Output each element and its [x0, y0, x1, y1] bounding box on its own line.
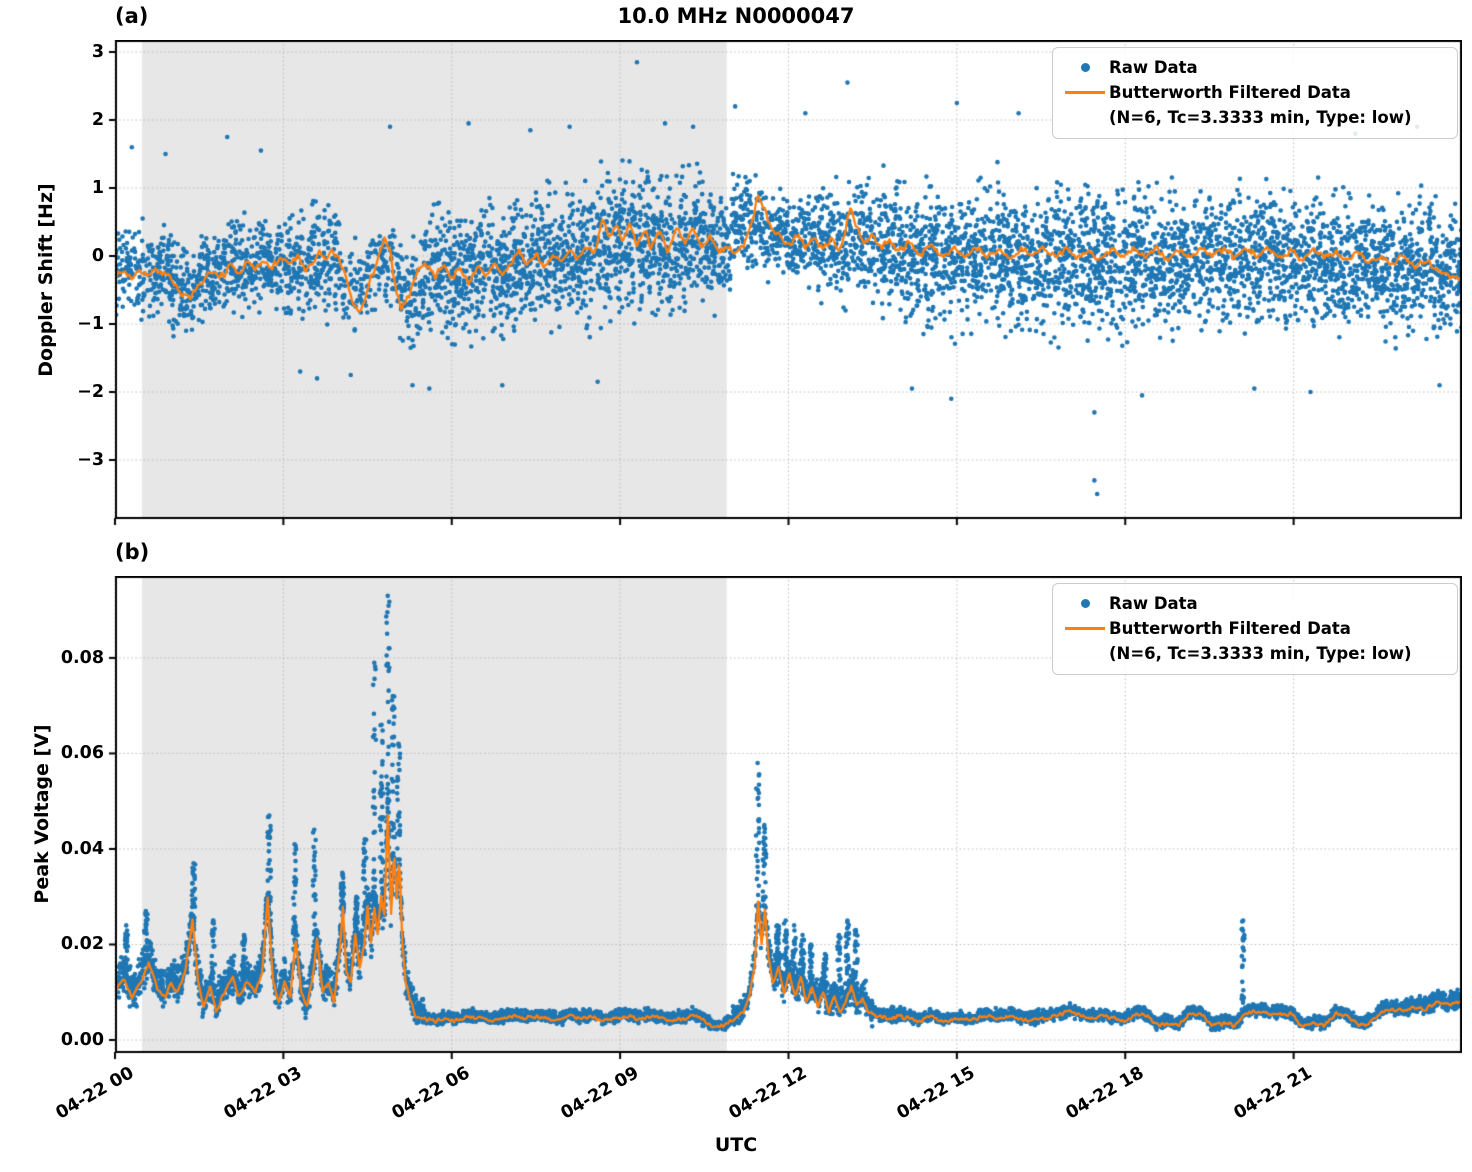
- x-tick-label: 04-22 18: [1062, 1063, 1148, 1124]
- filtered-line-marker-icon: [1061, 91, 1109, 94]
- y-tick-label: −1: [77, 314, 104, 334]
- y-tick-label: 1: [91, 178, 104, 198]
- y-tick-label: 0: [91, 246, 104, 266]
- raw-data-marker-icon: [1061, 63, 1109, 72]
- y-tick-label: 0.08: [60, 647, 104, 668]
- y-tick-label: 0.00: [60, 1030, 104, 1050]
- legend-filtered-label-line1: Butterworth Filtered Data: [1109, 619, 1351, 638]
- x-tick-label: 04-22 00: [52, 1063, 137, 1124]
- y-tick-label: 3: [91, 42, 104, 62]
- legend-filtered-label-line1: Butterworth Filtered Data: [1109, 83, 1351, 102]
- x-axis-label: UTC: [714, 1134, 758, 1156]
- panel-a-legend: Raw Data Butterworth Filtered Data (N=6,…: [1052, 47, 1458, 139]
- legend-filtered-row: Butterworth Filtered Data: [1061, 616, 1447, 641]
- panel-a-label: (a): [115, 4, 149, 28]
- legend-filtered-label-line2: (N=6, Tc=3.3333 min, Type: low): [1109, 644, 1412, 663]
- legend-filtered-label-line2: (N=6, Tc=3.3333 min, Type: low): [1109, 108, 1412, 127]
- x-tick-label: 04-22 12: [725, 1063, 811, 1124]
- y-tick-label: −2: [77, 382, 104, 402]
- y-tick-label: 2: [91, 110, 104, 130]
- x-tick-label: 04-22 15: [894, 1063, 979, 1124]
- panel-b-label: (b): [115, 540, 150, 564]
- filtered-line-marker-icon: [1061, 627, 1109, 630]
- y-tick-label: −3: [77, 450, 104, 470]
- x-tick-label: 04-22 06: [388, 1063, 474, 1124]
- legend-raw-row: Raw Data: [1061, 55, 1447, 80]
- legend-filtered-row: Butterworth Filtered Data: [1061, 80, 1447, 105]
- panel-b-legend: Raw Data Butterworth Filtered Data (N=6,…: [1052, 583, 1458, 675]
- raw-data-marker-icon: [1061, 599, 1109, 608]
- legend-raw-label: Raw Data: [1109, 594, 1198, 613]
- figure-title: 10.0 MHz N0000047: [617, 4, 855, 28]
- x-tick-label: 04-22 21: [1230, 1063, 1316, 1124]
- legend-raw-label: Raw Data: [1109, 58, 1198, 77]
- legend-raw-row: Raw Data: [1061, 591, 1447, 616]
- x-tick-label: 04-22 09: [557, 1063, 643, 1124]
- x-tick-label: 04-22 03: [220, 1063, 306, 1124]
- y-tick-label: 0.06: [60, 743, 104, 764]
- y-tick-label: 0.04: [60, 838, 104, 859]
- y-tick-label: 0.02: [60, 934, 104, 955]
